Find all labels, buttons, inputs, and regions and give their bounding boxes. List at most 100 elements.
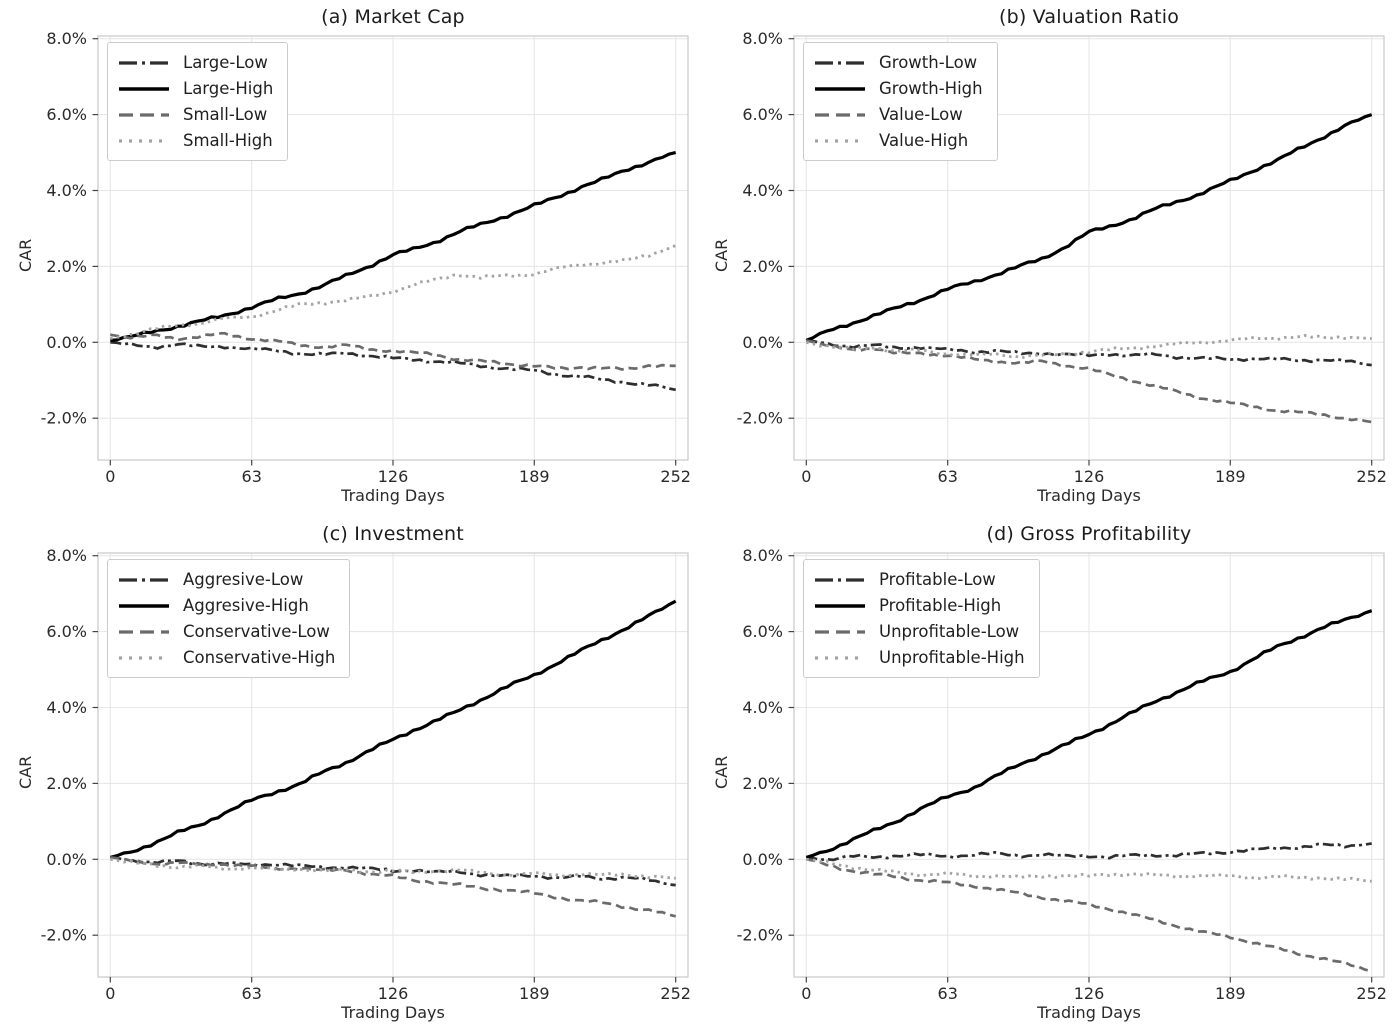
- x-axis-label: Trading Days: [341, 1003, 445, 1022]
- x-tick-label: 0: [105, 984, 115, 1003]
- x-tick-label: 189: [1215, 467, 1246, 486]
- series-lines: [805, 113, 1373, 424]
- x-tick-label: 63: [242, 984, 262, 1003]
- series-line-large-low: [110, 340, 676, 392]
- legend-label: Value-High: [879, 131, 969, 150]
- legend-item: Conservative-Low: [118, 620, 335, 643]
- y-tick-label: -2.0%: [737, 409, 783, 428]
- chart-canvas: 0 63 126 189 252 8.0% 6.0% 4.0% 2.0% 0.0% -2.0%: [737, 29, 1387, 486]
- chart-canvas: 0 63 126 189 252 8.0% 6.0% 4.0% 2.0% 0.0% -2.0%: [41, 546, 691, 1003]
- x-tick-label: 63: [938, 467, 958, 486]
- y-axis-label: CAR: [712, 755, 731, 789]
- legend-item: Conservative-High: [118, 646, 335, 669]
- panel-valuation-ratio: (b) Valuation Ratio 0 63 126 189 252 8.0% 6.0%…: [696, 0, 1392, 517]
- x-tick-label: 252: [660, 467, 691, 486]
- legend-line-sample-icon: [119, 60, 169, 65]
- legend-label: Unprofitable-Low: [879, 622, 1020, 641]
- series-line-unprofitable-high: [806, 857, 1372, 883]
- y-tick-label: 4.0%: [46, 181, 87, 200]
- chart-title: (b) Valuation Ratio: [998, 6, 1180, 28]
- legend-label: Aggresive-High: [183, 596, 309, 615]
- gridlines: [794, 36, 1384, 460]
- chart-canvas: 0 63 126 189 252 8.0% 6.0% 4.0% 2.0% 0.0% -2.0%: [737, 546, 1387, 1003]
- tick-labels: 0 63 126 189 252 8.0% 6.0% 4.0% 2.0% 0.0% -2.0%: [41, 546, 691, 1003]
- y-tick-label: 2.0%: [46, 257, 87, 276]
- series-lines: [805, 609, 1373, 973]
- y-tick-label: 6.0%: [46, 105, 87, 124]
- y-tick-label: 0.0%: [46, 333, 87, 352]
- y-tick-label: -2.0%: [737, 926, 783, 945]
- series-lines: [109, 599, 677, 918]
- x-tick-label: 252: [660, 984, 691, 1003]
- y-tick-label: 2.0%: [46, 774, 87, 793]
- legend-line-sample-icon: [815, 577, 865, 582]
- legend-line-sample-icon: [119, 138, 169, 143]
- legend-item: Value-High: [814, 129, 983, 152]
- legend-item: Small-Low: [118, 103, 273, 126]
- legend-line-sample-icon: [815, 655, 865, 660]
- series-lines: [110, 150, 677, 392]
- legend-label: Small-High: [183, 131, 273, 150]
- axis-ticks: [92, 555, 677, 983]
- legend-line-sample-icon: [815, 603, 865, 608]
- y-tick-label: 2.0%: [742, 257, 783, 276]
- legend-label: Conservative-High: [183, 648, 336, 667]
- y-tick-label: 6.0%: [742, 105, 783, 124]
- legend: Growth-Low Growth-High Value-Low Value-High: [803, 42, 998, 161]
- legend-label: Large-Low: [183, 53, 268, 72]
- series-line-conservative-high: [110, 857, 676, 880]
- legend-line-sample-icon: [815, 629, 865, 634]
- legend-item: Large-Low: [118, 51, 273, 74]
- legend-item: Profitable-Low: [814, 568, 1025, 591]
- x-tick-label: 252: [1356, 984, 1387, 1003]
- legend-line-sample-icon: [119, 629, 169, 634]
- legend-label: Growth-High: [879, 79, 983, 98]
- legend: Profitable-Low Profitable-High Unprofitabl…: [803, 559, 1040, 678]
- x-tick-label: 63: [242, 467, 262, 486]
- y-tick-label: 8.0%: [46, 29, 87, 48]
- axis-ticks: [788, 38, 1373, 466]
- legend-label: Profitable-High: [879, 596, 1002, 615]
- x-tick-label: 0: [801, 467, 811, 486]
- series-line-growth-low: [806, 339, 1372, 367]
- legend-label: Unprofitable-High: [879, 648, 1025, 667]
- series-line-value-high: [805, 333, 1372, 360]
- y-tick-label: 6.0%: [742, 622, 783, 641]
- legend: Large-Low Large-High Small-Low Small-High: [107, 42, 289, 161]
- x-tick-label: 252: [1356, 467, 1387, 486]
- legend-line-sample-icon: [119, 86, 169, 91]
- legend-label: Aggresive-Low: [183, 570, 304, 589]
- y-tick-label: -2.0%: [41, 926, 87, 945]
- legend-label: Profitable-Low: [879, 570, 996, 589]
- series-line-growth-high: [805, 113, 1373, 342]
- x-axis-label: Trading Days: [1037, 1003, 1141, 1022]
- y-tick-label: 2.0%: [742, 774, 783, 793]
- axis-ticks: [788, 555, 1373, 983]
- panel-market-cap: (a) Market Cap 0 63 126 189 252 8.0% 6.0% 4.0% 2…: [0, 0, 696, 517]
- chart-title: (d) Gross Profitability: [986, 523, 1192, 545]
- x-axis-label: Trading Days: [1037, 486, 1141, 505]
- series-line-profitable-high: [805, 609, 1373, 859]
- y-tick-label: 6.0%: [46, 622, 87, 641]
- y-axis-label: CAR: [16, 755, 35, 789]
- legend-item: Growth-High: [814, 77, 983, 100]
- series-line-profitable-low: [806, 842, 1372, 862]
- y-tick-label: 0.0%: [742, 850, 783, 869]
- legend-item: Large-High: [118, 77, 273, 100]
- legend-label: Value-Low: [879, 105, 963, 124]
- y-axis-label: CAR: [712, 238, 731, 272]
- panel-investment: (c) Investment 0 63 126 189 252 8.0% 6.0% 4.0% 2…: [0, 517, 696, 1034]
- x-tick-label: 126: [1074, 984, 1105, 1003]
- y-tick-label: 8.0%: [742, 546, 783, 565]
- legend-label: Growth-Low: [879, 53, 978, 72]
- y-tick-label: 4.0%: [742, 698, 783, 717]
- legend-item: Unprofitable-High: [814, 646, 1025, 669]
- y-tick-label: 8.0%: [46, 546, 87, 565]
- legend-line-sample-icon: [815, 138, 865, 143]
- series-line-large-high: [110, 150, 677, 342]
- y-axis-label: CAR: [16, 238, 35, 272]
- legend-line-sample-icon: [815, 60, 865, 65]
- axis-ticks: [92, 38, 677, 466]
- legend-item: Aggresive-High: [118, 594, 335, 617]
